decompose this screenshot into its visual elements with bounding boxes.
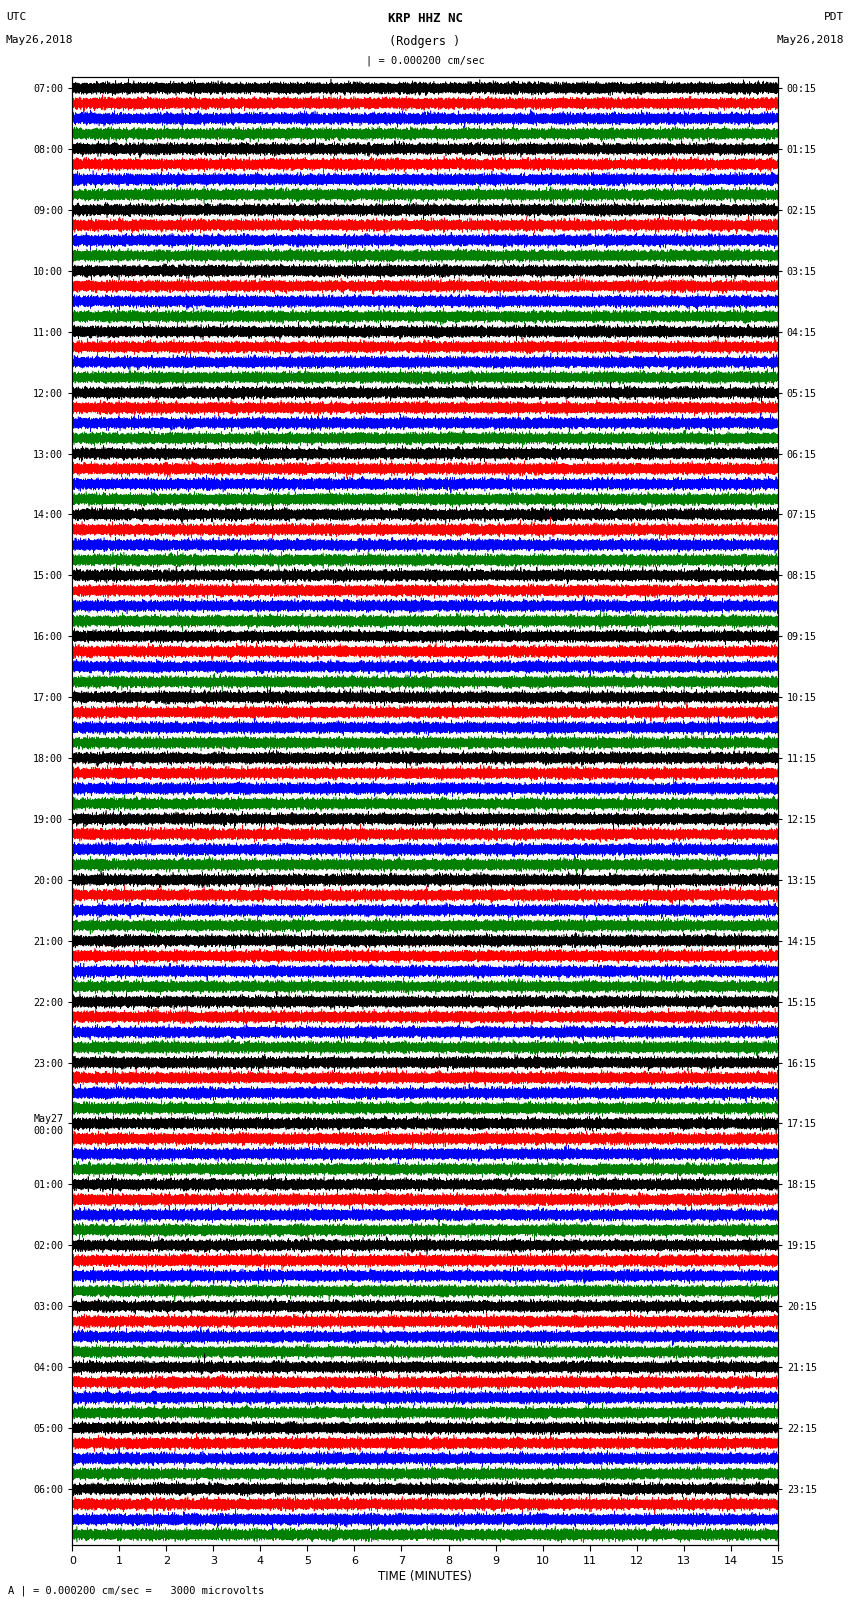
Text: UTC: UTC [6,11,26,21]
Text: (Rodgers ): (Rodgers ) [389,35,461,48]
Text: A | = 0.000200 cm/sec =   3000 microvolts: A | = 0.000200 cm/sec = 3000 microvolts [8,1586,264,1597]
Text: May26,2018: May26,2018 [777,35,844,45]
Text: PDT: PDT [824,11,844,21]
X-axis label: TIME (MINUTES): TIME (MINUTES) [378,1569,472,1582]
Text: | = 0.000200 cm/sec: | = 0.000200 cm/sec [366,56,484,66]
Text: May26,2018: May26,2018 [6,35,73,45]
Text: KRP HHZ NC: KRP HHZ NC [388,11,462,24]
